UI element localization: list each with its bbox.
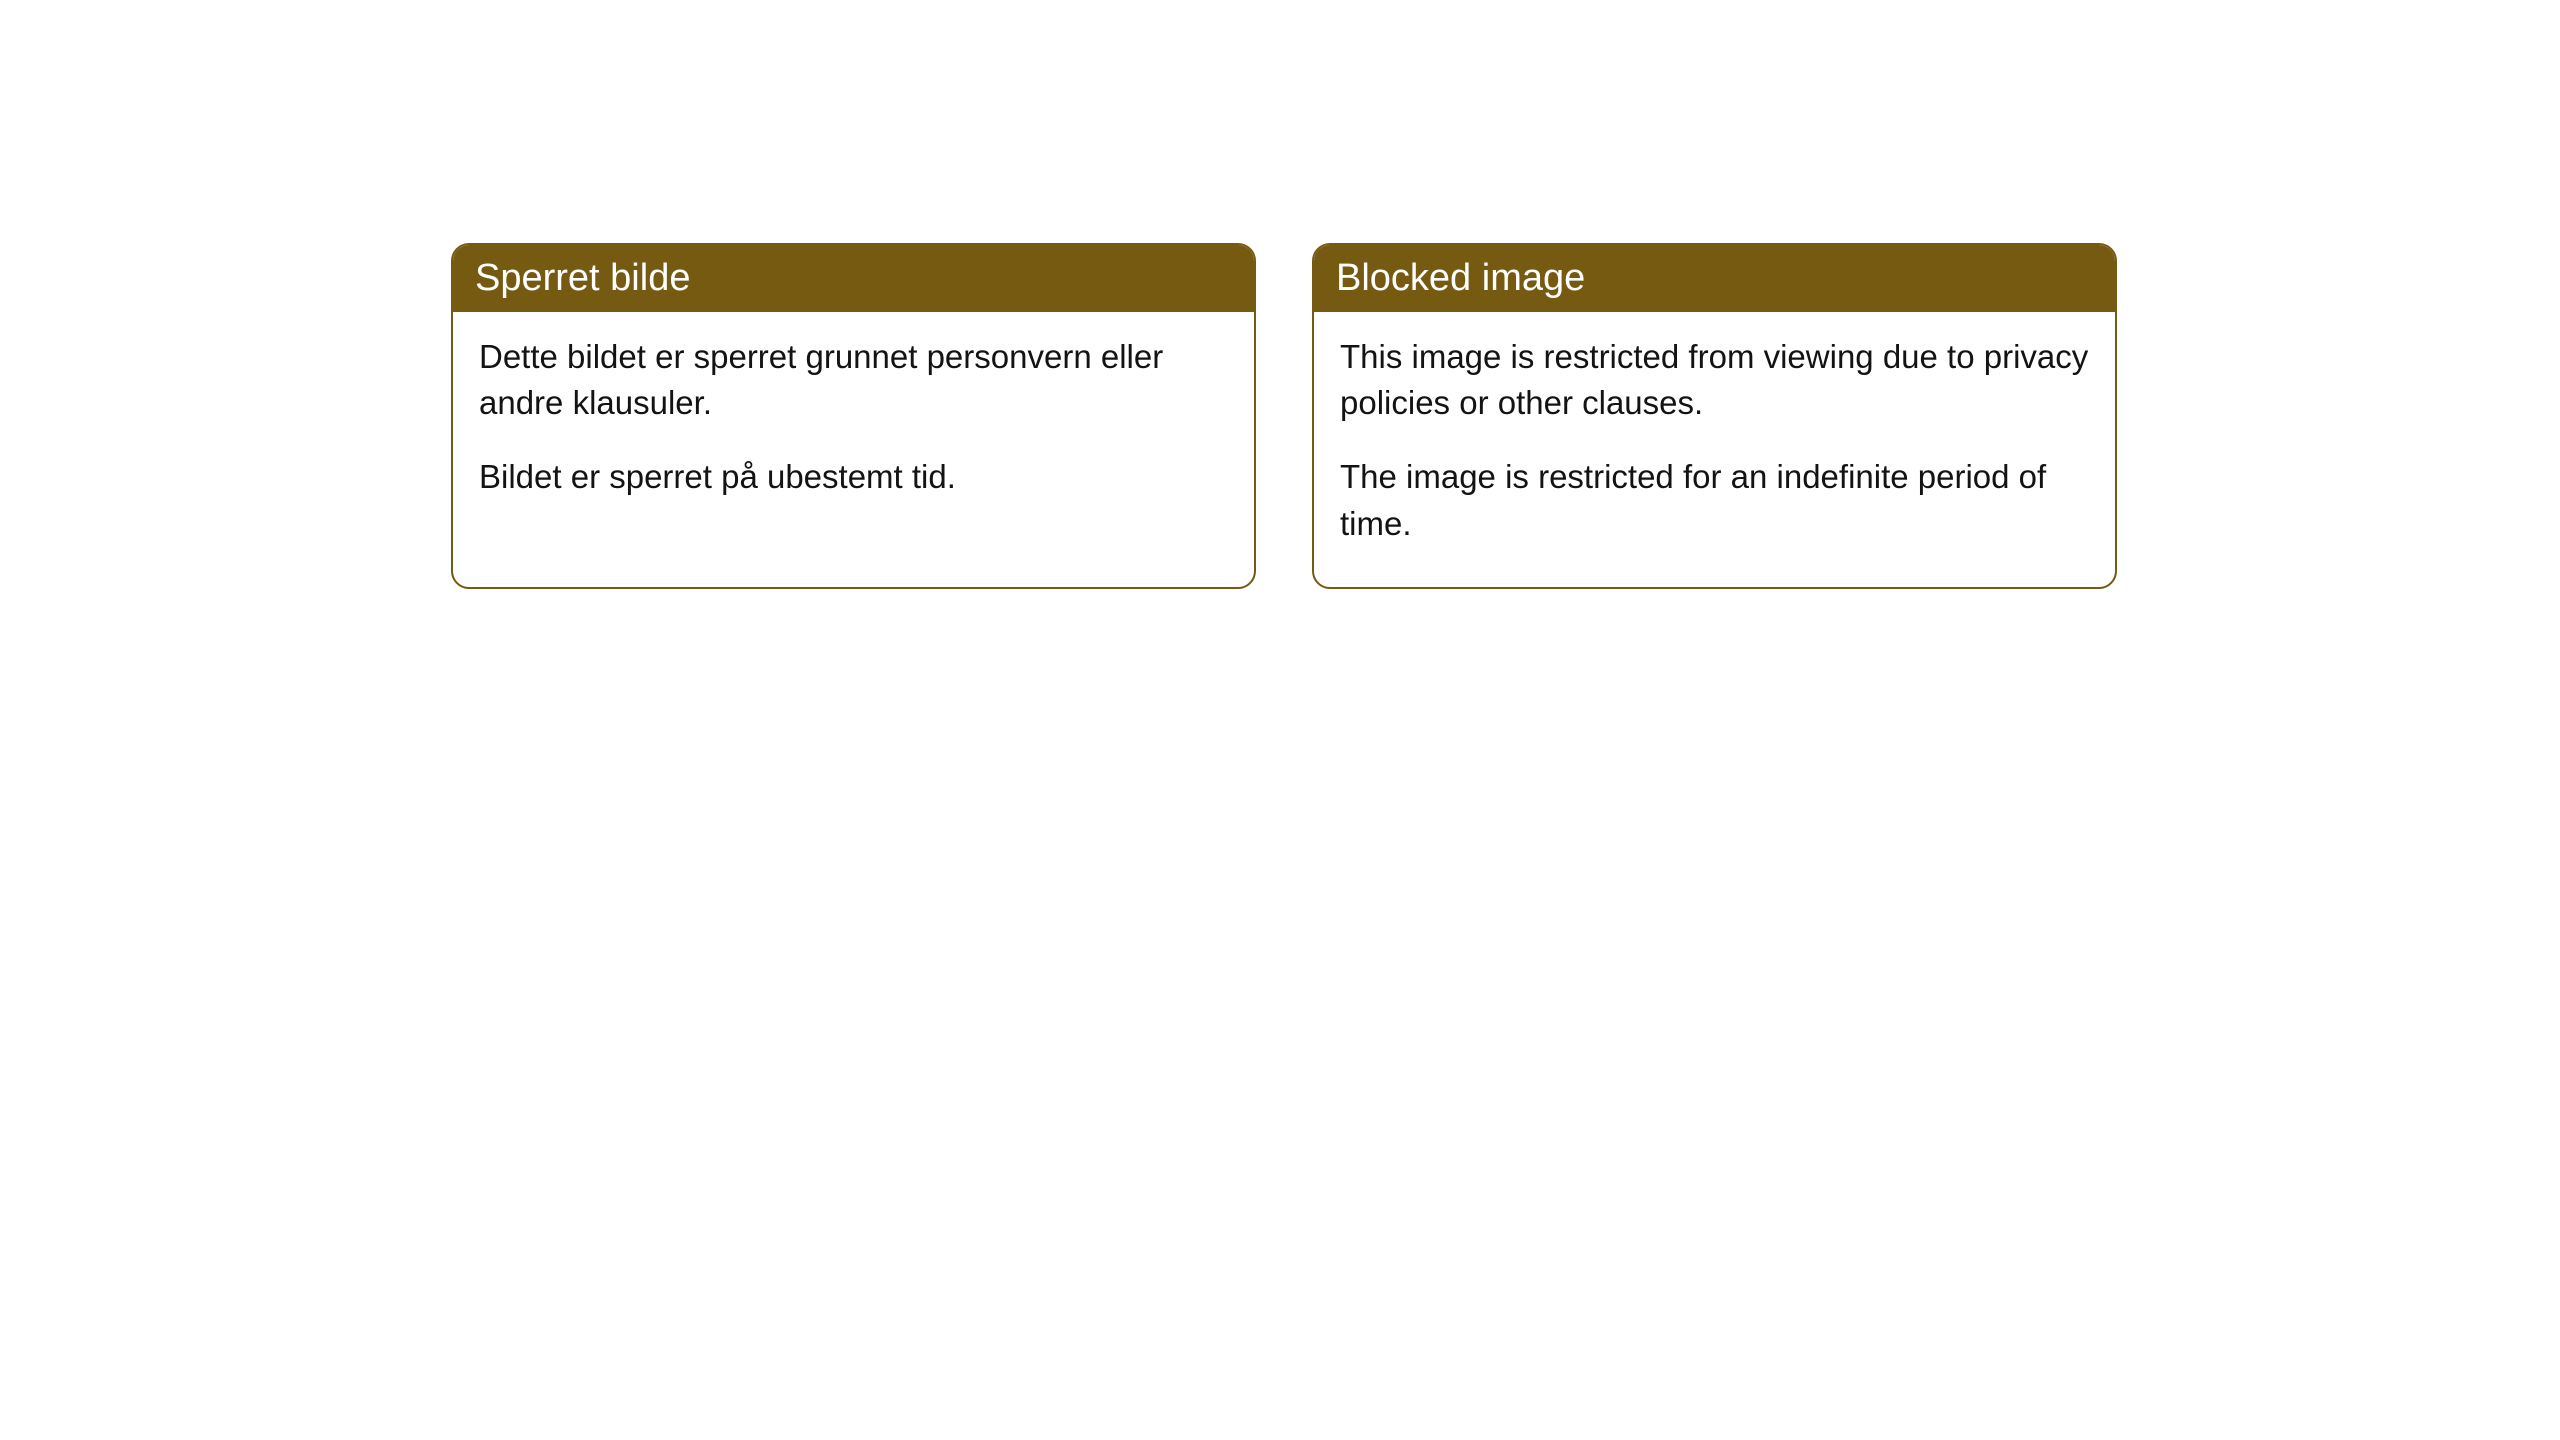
card-body: Dette bildet er sperret grunnet personve… — [453, 312, 1254, 541]
card-header: Blocked image — [1314, 245, 2115, 312]
card-title: Sperret bilde — [475, 257, 690, 299]
card-header: Sperret bilde — [453, 245, 1254, 312]
card-body: This image is restricted from viewing du… — [1314, 312, 2115, 587]
card-paragraph-2: The image is restricted for an indefinit… — [1340, 454, 2089, 546]
notice-card-english: Blocked image This image is restricted f… — [1312, 243, 2117, 589]
card-paragraph-1: This image is restricted from viewing du… — [1340, 334, 2089, 426]
card-paragraph-1: Dette bildet er sperret grunnet personve… — [479, 334, 1228, 426]
notice-card-norwegian: Sperret bilde Dette bildet er sperret gr… — [451, 243, 1256, 589]
notice-cards-container: Sperret bilde Dette bildet er sperret gr… — [451, 243, 2117, 589]
card-title: Blocked image — [1336, 257, 1585, 299]
card-paragraph-2: Bildet er sperret på ubestemt tid. — [479, 454, 1228, 500]
